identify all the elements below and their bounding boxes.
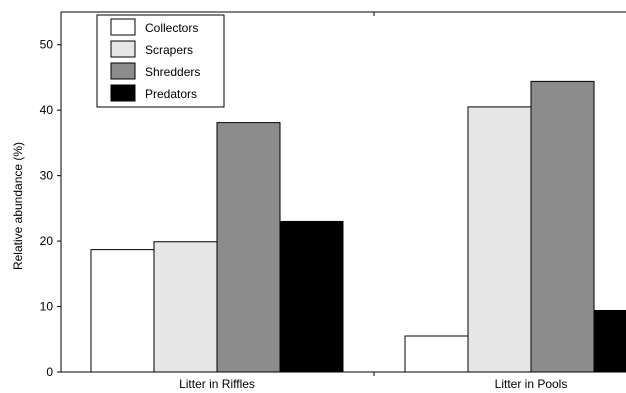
bar-scrapers-2 [467, 106, 532, 373]
bar-scrapers-1 [153, 241, 218, 373]
legend: Collectors Scrapers Shredders Predators [96, 14, 225, 108]
x-tick-label-2: Litter in Pools [495, 377, 568, 391]
bar-shredders-2 [530, 80, 595, 373]
tick-labels-layer: 0 10 20 30 40 50 Litter in Riffles Litter in Po… [40, 38, 568, 391]
y-tick-label-40: 40 [40, 103, 54, 117]
bar-predators-1 [279, 220, 344, 373]
legend-label-shredders: Shredders [145, 65, 200, 79]
legend-label-predators: Predators [145, 87, 197, 101]
legend-swatch-collectors [110, 18, 136, 36]
y-tick-label-30: 30 [40, 169, 54, 183]
legend-swatch-predators [110, 84, 136, 102]
bar-predators-2 [593, 309, 626, 373]
y-axis-label: Relative abundance (%) [11, 142, 25, 270]
y-tick-label-0: 0 [46, 365, 53, 379]
y-tick-label-50: 50 [40, 38, 54, 52]
bar-collectors-2 [404, 335, 469, 373]
y-tick-label-10: 10 [40, 300, 54, 314]
y-tick-label-20: 20 [40, 234, 54, 248]
bar-collectors-1 [90, 249, 155, 373]
bar-shredders-1 [216, 122, 281, 373]
x-tick-label-1: Litter in Riffles [179, 377, 255, 391]
legend-label-collectors: Collectors [145, 21, 198, 35]
legend-swatch-shredders [110, 62, 136, 80]
legend-swatch-scrapers [110, 40, 136, 58]
bars-layer [90, 80, 626, 373]
legend-label-scrapers: Scrapers [145, 43, 193, 57]
axes-layer [57, 11, 626, 376]
